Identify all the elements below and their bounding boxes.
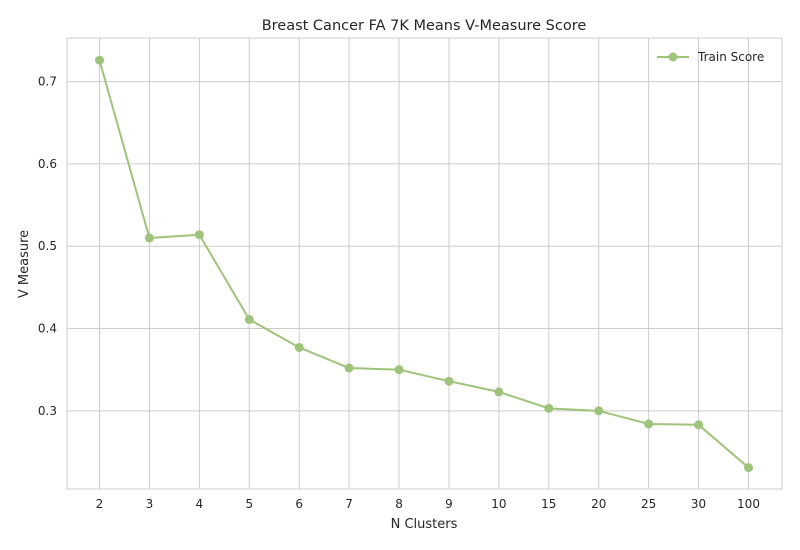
x-tick-label: 2	[96, 497, 104, 511]
x-tick-label: 100	[737, 497, 760, 511]
x-tick-label: 25	[641, 497, 656, 511]
data-point	[394, 365, 404, 375]
data-point	[494, 387, 504, 397]
x-gridlines	[99, 38, 749, 489]
x-tick-label: 15	[541, 497, 556, 511]
data-point	[744, 463, 753, 473]
y-tick-label: 0.7	[38, 75, 57, 89]
data-point	[644, 419, 654, 429]
data-point	[344, 363, 354, 373]
y-tick-labels: 0.3 0.4 0.5 0.6 0.7	[38, 75, 57, 418]
data-point	[594, 406, 604, 416]
data-point	[294, 342, 304, 352]
x-tick-label: 20	[591, 497, 606, 511]
data-point	[144, 233, 154, 243]
data-point	[244, 314, 254, 324]
data-point	[95, 55, 104, 65]
x-tick-label: 6	[295, 497, 303, 511]
legend-label-train-score: Train Score	[697, 50, 764, 64]
y-tick-label: 0.5	[38, 239, 57, 253]
x-tick-label: 4	[196, 497, 204, 511]
series-layer	[95, 55, 753, 473]
x-tick-label: 7	[345, 497, 353, 511]
legend-marker-swatch	[668, 52, 678, 62]
x-tick-label: 10	[491, 497, 506, 511]
data-point	[694, 420, 704, 430]
x-tick-label: 8	[395, 497, 403, 511]
data-point	[544, 403, 554, 413]
x-tick-label: 9	[445, 497, 453, 511]
x-tick-label: 3	[146, 497, 154, 511]
x-axis-label: N Clusters	[391, 517, 458, 532]
y-axis-label: V Measure	[17, 230, 32, 298]
x-tick-label: 30	[691, 497, 706, 511]
legend: Train Score	[657, 50, 764, 64]
plot-area-frame	[66, 37, 783, 490]
data-point	[194, 230, 204, 240]
x-tick-labels: 2 3 4 5 6 7 8 9 10 15 20 25 30 100	[96, 497, 760, 511]
chart-title: Breast Cancer FA 7K Means V-Measure Scor…	[262, 18, 587, 34]
y-tick-label: 0.3	[38, 404, 57, 418]
series-line-train-score	[98, 59, 750, 469]
data-point	[444, 376, 454, 386]
y-gridlines	[67, 81, 782, 412]
x-tick-label: 5	[245, 497, 253, 511]
y-tick-label: 0.4	[38, 322, 57, 336]
y-tick-label: 0.6	[38, 157, 57, 171]
